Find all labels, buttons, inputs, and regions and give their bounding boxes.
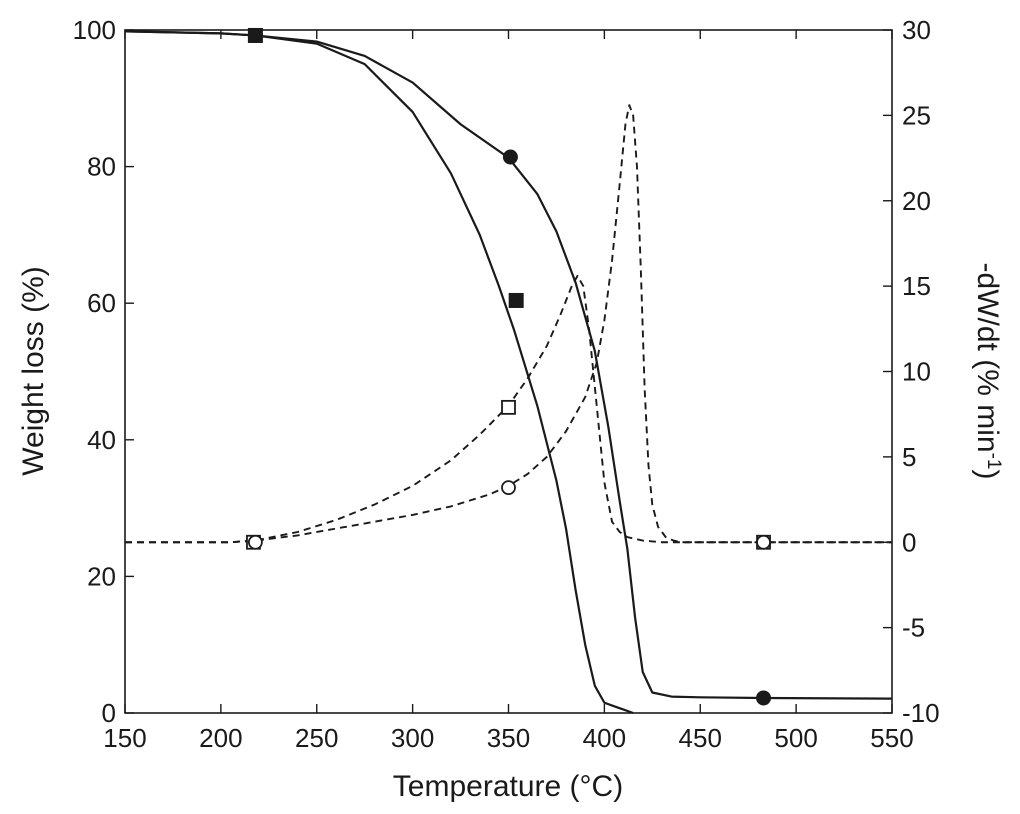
x-tick-label: 250: [295, 723, 338, 753]
x-tick-label: 500: [774, 723, 817, 753]
y-left-tick-label: 100: [73, 15, 116, 45]
x-tick-label: 350: [487, 723, 530, 753]
plot-frame: [124, 29, 893, 714]
y-left-tick-label: 80: [87, 152, 116, 182]
y-right-tick-label: -10: [902, 698, 940, 728]
series-group: [124, 30, 893, 715]
marker-open-square: [501, 399, 516, 415]
y-left-axis-title: Weight loss (%): [17, 266, 50, 476]
marker-open-circle: [756, 534, 771, 550]
marker-filled-circle: [247, 27, 263, 43]
y-right-axis-title: -dW/dt (% min-1): [971, 263, 1005, 480]
marker-filled-circle: [756, 690, 772, 706]
x-tick-label: 200: [199, 723, 242, 753]
marker-open-circle: [247, 534, 263, 550]
x-tick-label: 550: [870, 723, 913, 753]
y-right-tick-label: 10: [902, 357, 931, 387]
marker-filled-square: [508, 292, 524, 308]
y-right-axis-title-close: ): [971, 469, 1004, 479]
markers-group: [246, 27, 772, 706]
dtg-series-square-line: [125, 274, 892, 544]
y-right-tick-label: 20: [902, 186, 931, 216]
y-right-tick-label: -5: [902, 613, 925, 643]
dtg-series-circle-line: [125, 104, 892, 544]
y-right-tick-label: 25: [902, 100, 931, 130]
y-left-tick-label: 20: [87, 561, 116, 591]
y-right-tick-label: 0: [902, 527, 916, 557]
tga-series-circle-line: [124, 30, 893, 700]
y-right-tick-label: 5: [902, 442, 916, 472]
tick-labels-group: 150 200 250 300 350 400 450 500 550020406080100-…: [73, 15, 940, 753]
ticks-group: [124, 29, 893, 714]
marker-filled-circle: [502, 149, 518, 165]
tga-series-square-line: [124, 30, 634, 715]
y-left-tick-label: 60: [87, 288, 116, 318]
x-tick-label: 150: [103, 723, 146, 753]
x-axis-title: Temperature (°C): [393, 770, 623, 803]
marker-open-circle: [501, 480, 516, 496]
y-right-tick-label: 15: [902, 271, 931, 301]
y-left-tick-label: 0: [102, 698, 116, 728]
y-right-tick-label: 30: [902, 15, 931, 45]
y-right-axis-title-sup: -1: [984, 453, 1005, 470]
y-left-tick-label: 40: [87, 425, 116, 455]
y-right-axis-title-main: -dW/dt (% min: [971, 263, 1004, 453]
x-tick-label: 300: [391, 723, 434, 753]
x-tick-label: 450: [679, 723, 722, 753]
x-tick-label: 400: [583, 723, 626, 753]
